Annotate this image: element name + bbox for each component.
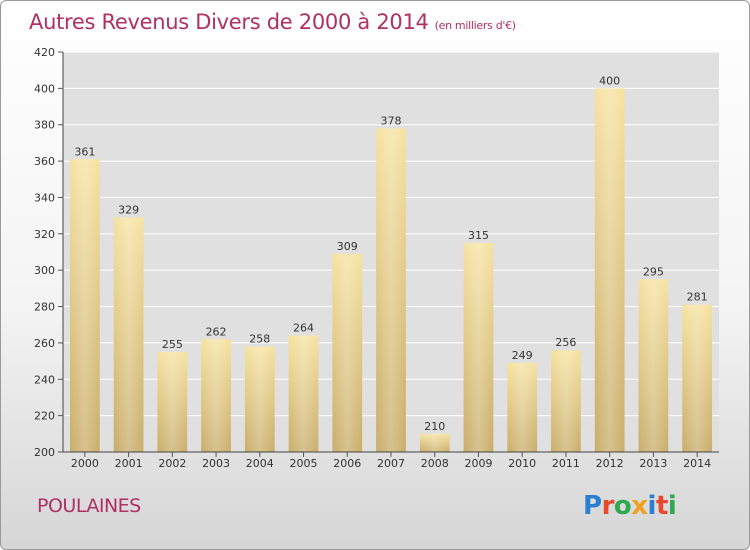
bar-sheen	[332, 253, 363, 452]
y-axis: 200 220 240 260 280 300 320 340 360 380 400 420	[34, 46, 64, 459]
data-label: 295	[643, 265, 664, 278]
bar-sheen	[507, 362, 538, 452]
y-tick-label: 220	[34, 410, 55, 423]
data-label: 329	[118, 203, 139, 216]
bar-sheen	[288, 335, 319, 452]
data-label: 249	[512, 349, 533, 362]
x-tick-label: 2000	[71, 457, 99, 470]
bar-sheen	[463, 242, 494, 452]
logo-letter: i	[647, 491, 657, 521]
y-tick-label: 300	[34, 264, 55, 277]
bar-sheen	[69, 159, 100, 453]
bar-sheen	[638, 279, 669, 452]
x-tick-label: 2010	[508, 457, 536, 470]
proxiti-logo: Proxiti	[583, 491, 677, 521]
y-tick-label: 240	[34, 373, 55, 386]
x-tick-label: 2014	[683, 457, 711, 470]
data-label: 281	[687, 291, 708, 304]
bar-sheen	[682, 304, 713, 452]
logo-letter: P	[583, 491, 602, 521]
y-tick-label: 360	[34, 155, 55, 168]
y-tick-label: 420	[34, 46, 55, 59]
x-tick-label: 2002	[158, 457, 186, 470]
bar-sheen	[551, 350, 581, 452]
bar-sheen	[201, 339, 231, 452]
y-tick-label: 400	[34, 82, 55, 95]
x-tick-label: 2011	[552, 457, 580, 470]
data-label: 256	[555, 336, 576, 349]
y-tick-label: 340	[34, 191, 55, 204]
x-tick-label: 2001	[115, 457, 143, 470]
logo-letter: r	[601, 491, 615, 521]
x-tick-label: 2007	[377, 457, 405, 470]
data-label: 309	[337, 240, 358, 253]
x-axis: 2000 2001 2002 2003 2004 2005 2006 2007 2008 2009…	[63, 451, 719, 470]
y-tick-label: 320	[34, 228, 55, 241]
x-tick-label: 2004	[246, 457, 274, 470]
logo-letter: x	[631, 491, 648, 521]
data-label: 315	[468, 229, 489, 242]
y-tick-label: 260	[34, 337, 55, 350]
y-tick-label: 200	[34, 446, 55, 459]
x-tick-label: 2008	[421, 457, 449, 470]
bar-sheen	[113, 217, 144, 452]
title-text: Autres Revenus Divers de 2000 à 2014	[29, 10, 429, 34]
logo-letter: i	[667, 491, 677, 521]
bar-sheen	[244, 346, 275, 452]
data-label: 210	[424, 420, 445, 433]
data-label: 262	[206, 325, 227, 338]
data-label: 400	[599, 74, 620, 87]
logo-letter: t	[655, 491, 668, 521]
x-tick-label: 2005	[290, 457, 318, 470]
y-tick-label: 280	[34, 301, 55, 314]
bar-sheen	[157, 352, 188, 452]
commune-name: POULAINES	[37, 495, 141, 517]
title-unit: (en milliers d'€)	[434, 19, 516, 32]
data-label: 264	[293, 322, 314, 335]
bar-sheen	[376, 128, 406, 452]
bars: 361 329 255 262 258 264 309 378 210 315 249 256 400 2…	[69, 74, 713, 453]
data-label: 258	[249, 333, 270, 346]
bar-sheen	[594, 88, 625, 452]
x-tick-label: 2009	[464, 457, 492, 470]
x-tick-label: 2006	[333, 457, 361, 470]
logo-letter: o	[613, 491, 632, 521]
y-tick-label: 380	[34, 119, 55, 132]
bar-sheen	[419, 433, 450, 452]
x-tick-label: 2013	[639, 457, 667, 470]
x-tick-label: 2012	[596, 457, 624, 470]
chart-title: Autres Revenus Divers de 2000 à 2014 (en …	[29, 10, 516, 34]
data-label: 361	[74, 145, 95, 158]
x-tick-label: 2003	[202, 457, 230, 470]
data-label: 378	[381, 114, 402, 127]
data-label: 255	[162, 338, 183, 351]
